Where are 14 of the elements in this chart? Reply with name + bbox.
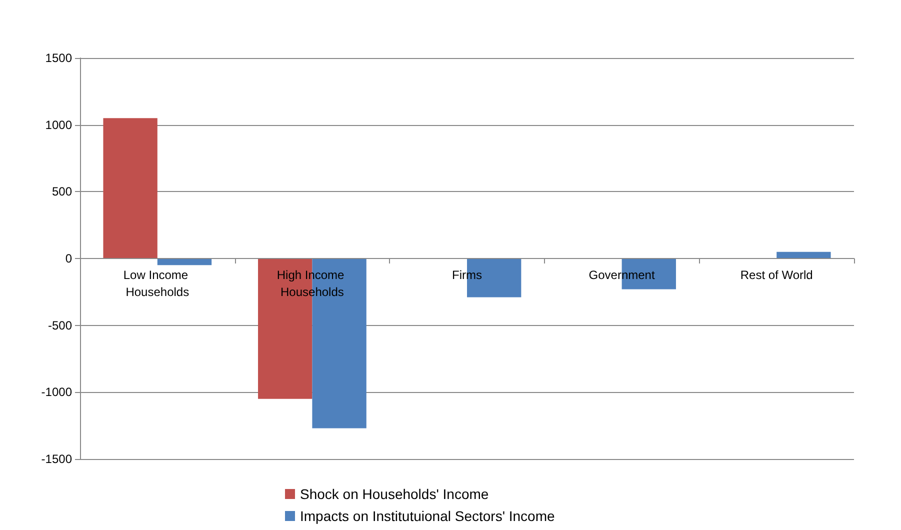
- legend-label: Impacts on Institutuional Sectors' Income: [300, 508, 556, 524]
- bar: [776, 252, 831, 258]
- y-tick-label: -1500: [41, 452, 72, 466]
- x-tick-label: Rest of World: [740, 268, 813, 282]
- bar: [157, 258, 212, 266]
- y-tick-label: 1000: [45, 118, 72, 132]
- y-tick-label: 1500: [45, 51, 72, 65]
- y-tick-label: 0: [65, 252, 72, 266]
- y-tick-label: 500: [52, 184, 72, 199]
- bar: [103, 118, 158, 258]
- y-tick-label: -1000: [41, 385, 72, 400]
- x-tick-label: Low Income Households: [123, 268, 192, 299]
- legend-label: Shock on Households' Income: [300, 486, 489, 502]
- y-tick-label: -500: [48, 318, 72, 332]
